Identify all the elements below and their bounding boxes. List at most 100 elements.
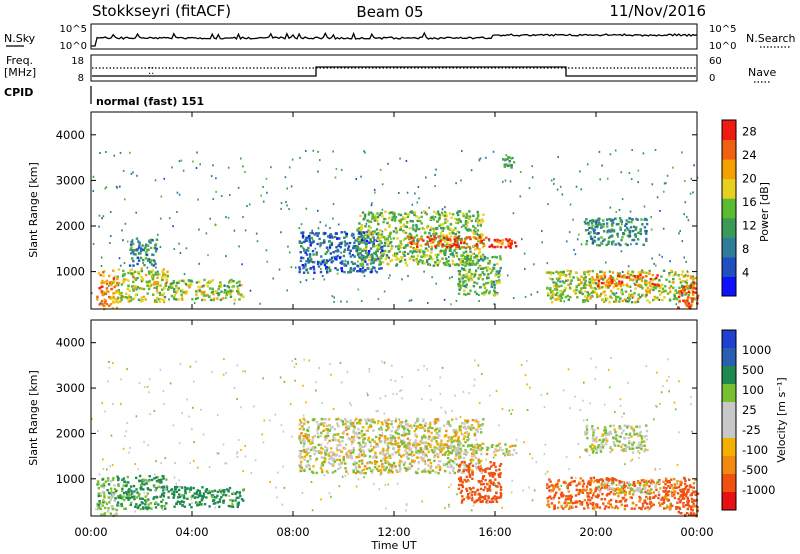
velocity-cell: [147, 503, 150, 506]
velocity-cell: [420, 448, 423, 452]
velocity-cell: [338, 458, 341, 462]
power-cell: [300, 241, 304, 244]
power-cell: [112, 301, 115, 304]
velocity-cell: [481, 477, 484, 480]
power-cell: [434, 246, 438, 250]
power-cell: [177, 287, 180, 290]
velocity-cell: [111, 507, 114, 511]
power-cell: [212, 293, 215, 296]
velocity-cell: [350, 457, 354, 460]
velocity-cell: [380, 450, 384, 453]
power-cell: [656, 296, 659, 299]
velocity-cell: [465, 489, 469, 493]
power-cell: [677, 274, 680, 277]
power-cell: [381, 254, 384, 258]
power-cell: [467, 278, 470, 281]
power-cell: [119, 293, 122, 296]
power-cell: [416, 245, 419, 249]
power-cell: [508, 238, 511, 241]
velocity-cell: [130, 491, 134, 495]
power-cell: [451, 259, 454, 263]
power-cell: [554, 293, 558, 297]
power-noise-cell: [620, 250, 623, 253]
velocity-cell: [673, 483, 676, 486]
power-noise-cell: [601, 164, 603, 167]
power-cell: [120, 298, 123, 301]
velocity-cell: [465, 475, 468, 479]
power-cell: [380, 235, 384, 238]
velocity-cell: [673, 484, 677, 488]
power-cell: [358, 269, 361, 273]
velocity-cell: [372, 456, 375, 459]
power-cell: [379, 240, 382, 243]
power-cell: [413, 211, 417, 214]
velocity-cell: [112, 491, 115, 495]
power-cell: [678, 286, 681, 290]
power-cell: [373, 230, 377, 233]
velocity-cell: [389, 434, 392, 437]
power-noise-cell: [179, 252, 182, 254]
power-cell: [140, 275, 143, 279]
power-cell: [114, 284, 118, 287]
velocity-cell: [329, 462, 332, 466]
velocity-cell: [235, 496, 238, 500]
velocity-cell: [379, 426, 383, 429]
power-cell: [116, 281, 119, 285]
power-cell: [606, 218, 609, 221]
power-cell: [323, 263, 327, 267]
velocity-cell: [305, 448, 308, 451]
power-cell: [109, 281, 112, 284]
power-cell: [421, 260, 424, 263]
power-cell: [446, 226, 450, 229]
power-cell: [554, 298, 557, 301]
velocity-cell: [406, 437, 410, 440]
velocity-cell: [162, 492, 166, 495]
power-cell: [368, 255, 372, 259]
power-cell: [430, 245, 433, 248]
power-noise-cell: [575, 185, 578, 188]
velocity-cell: [342, 455, 345, 459]
velocity-cell: [231, 503, 234, 507]
power-cell: [148, 272, 151, 275]
power-cell: [629, 226, 633, 229]
velocity-cell: [239, 494, 242, 498]
power-cell: [398, 250, 401, 253]
power-cell: [112, 279, 116, 282]
velocity-cell: [102, 486, 105, 489]
power-cell: [636, 275, 640, 278]
power-cell: [422, 239, 425, 242]
velocity-cell: [164, 507, 167, 510]
power-cell: [105, 282, 109, 286]
power-cell: [122, 296, 125, 299]
velocity-cell: [307, 435, 310, 439]
velocity-cell: [358, 420, 361, 423]
power-cell: [144, 257, 148, 260]
power-cell: [494, 291, 497, 294]
power-noise-cell: [246, 205, 248, 207]
velocity-cell: [303, 450, 306, 453]
power-cell: [628, 217, 631, 220]
power-noise-cell: [347, 271, 349, 274]
velocity-cell: [504, 443, 507, 446]
velocity-cell: [438, 448, 441, 451]
power-cell: [555, 288, 559, 291]
power-noise-cell: [122, 239, 124, 242]
velocity-cell: [379, 428, 382, 431]
velocity-cell: [452, 429, 455, 432]
power-cell: [373, 251, 376, 255]
power-cell: [590, 295, 593, 299]
power-cell: [134, 278, 138, 282]
velocity-cell: [142, 507, 145, 510]
velocity-cell: [223, 489, 226, 492]
velocity-cell: [426, 447, 429, 451]
power-cell: [584, 222, 587, 225]
velocity-cell: [608, 499, 611, 503]
power-cell: [424, 211, 427, 214]
power-cell: [367, 225, 371, 228]
velocity-cell: [682, 497, 686, 500]
power-cell: [451, 262, 455, 266]
power-cell: [116, 277, 119, 281]
power-cell: [403, 254, 406, 257]
power-noise-cell: [241, 263, 243, 266]
velocity-cell: [160, 478, 163, 481]
